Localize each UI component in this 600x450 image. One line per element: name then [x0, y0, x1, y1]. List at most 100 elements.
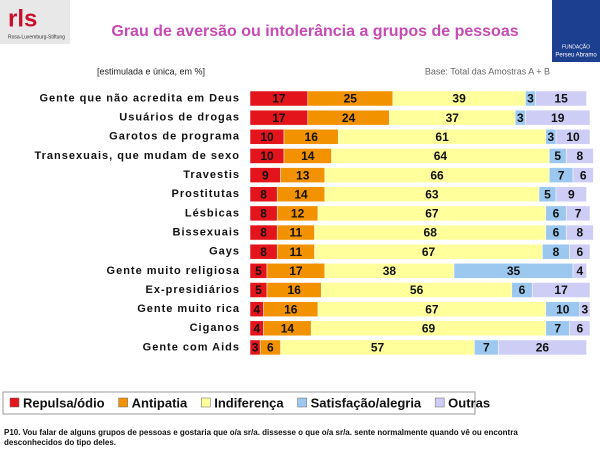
- category-label: Bissexuais: [173, 226, 240, 238]
- legend-label: Repulsa/ódio: [23, 395, 105, 410]
- bar-segment: [569, 320, 591, 337]
- chart-title: Grau de aversão ou intolerância a grupos…: [111, 23, 518, 40]
- category-label: Prostitutas: [172, 188, 240, 200]
- value-label: 24: [342, 111, 356, 125]
- value-label: 17: [272, 92, 286, 106]
- value-label: 68: [424, 226, 438, 240]
- value-label: 14: [301, 149, 315, 163]
- legend-swatch: [434, 397, 445, 408]
- value-label: 64: [434, 149, 448, 163]
- value-label: 3: [517, 111, 524, 125]
- value-label: 6: [576, 321, 583, 335]
- value-label: 67: [422, 245, 436, 259]
- category-label: Ex-presidiários: [146, 284, 240, 296]
- category-label: Usuários de drogas: [119, 112, 240, 124]
- value-label: 6: [519, 283, 526, 297]
- base-note: Base: Total das Amostras A + B: [425, 66, 550, 76]
- value-label: 6: [576, 245, 583, 259]
- value-label: 4: [253, 321, 260, 335]
- bar-segment: [565, 224, 594, 241]
- value-label: 15: [554, 92, 568, 106]
- category-label: Transexuais, que mudam de sexo: [35, 150, 240, 162]
- value-label: 8: [576, 149, 583, 163]
- value-label: 16: [305, 130, 319, 144]
- value-label: 25: [344, 92, 358, 106]
- value-label: 17: [272, 111, 286, 125]
- bar-segment: [572, 263, 587, 279]
- value-label: 19: [551, 111, 565, 125]
- value-label: 3: [527, 92, 534, 106]
- value-label: 56: [410, 283, 424, 297]
- value-label: 3: [548, 130, 555, 144]
- legend-swatch: [118, 397, 128, 408]
- category-label: Gente muito rica: [137, 303, 240, 315]
- value-label: 7: [575, 207, 582, 221]
- bar-segment: [497, 339, 587, 356]
- legend-swatch: [297, 397, 307, 408]
- legend-label: Satisfação/alegria: [311, 395, 422, 410]
- value-label: 9: [262, 168, 269, 182]
- value-label: 5: [554, 149, 561, 163]
- value-label: 10: [260, 130, 274, 144]
- value-label: 17: [289, 264, 303, 278]
- value-label: 6: [580, 168, 587, 182]
- value-label: 69: [422, 321, 436, 335]
- value-label: 14: [281, 321, 295, 335]
- value-label: 14: [294, 187, 308, 201]
- value-label: 8: [260, 226, 267, 240]
- category-label: Gays: [209, 246, 240, 258]
- value-label: 8: [260, 187, 267, 201]
- value-label: 38: [383, 264, 397, 278]
- value-label: 9: [568, 187, 575, 201]
- value-label: 7: [558, 168, 565, 182]
- category-label: Gente que não acredita em Deus: [39, 92, 240, 104]
- legend-label: Outras: [448, 395, 490, 410]
- bar-segment: [565, 148, 594, 164]
- value-label: 8: [260, 207, 267, 221]
- value-label: 16: [284, 302, 298, 316]
- value-label: 10: [556, 302, 570, 316]
- bar-segment: [535, 90, 587, 107]
- value-label: 5: [255, 264, 262, 278]
- chart-subtitle: [estimulada e única, em %]: [97, 66, 205, 76]
- legend-label: Indiferença: [214, 395, 284, 410]
- value-label: 6: [553, 226, 560, 240]
- value-label: 4: [576, 264, 583, 278]
- legend-box: [2, 391, 476, 415]
- bar-segment: [525, 109, 591, 126]
- value-label: 35: [507, 264, 521, 278]
- category-label: Gente muito religiosa: [107, 265, 240, 277]
- value-label: 5: [544, 187, 551, 201]
- value-label: 57: [371, 341, 385, 355]
- value-label: 11: [290, 245, 303, 259]
- value-label: 17: [554, 283, 568, 297]
- value-label: 39: [452, 92, 466, 106]
- value-label: 7: [483, 341, 490, 355]
- category-label: Lésbicas: [185, 207, 240, 219]
- category-label: Travestis: [183, 169, 240, 181]
- legend-swatch: [201, 397, 211, 408]
- value-label: 8: [260, 245, 267, 259]
- value-label: 8: [553, 245, 560, 259]
- value-label: 67: [425, 302, 439, 316]
- value-label: 66: [430, 168, 444, 182]
- value-label: 63: [425, 187, 439, 201]
- value-label: 11: [290, 226, 303, 240]
- category-label: Gente com Aids: [143, 341, 240, 353]
- value-label: 67: [425, 207, 439, 221]
- legend-swatch: [9, 397, 20, 408]
- bar-segment: [572, 167, 594, 183]
- value-label: 4: [253, 302, 260, 316]
- bar-segment: [569, 243, 591, 260]
- bar-segment: [531, 282, 591, 298]
- category-label: Ciganos: [190, 322, 240, 334]
- logo-left-subtitle: Rosa-Luxemburg-Stiftung: [8, 34, 65, 40]
- value-label: 3: [582, 302, 589, 316]
- bar-segment: [565, 205, 591, 222]
- bar-segment: [555, 129, 591, 145]
- value-label: 8: [576, 226, 583, 240]
- logo-right-name: Perseu Abramo: [555, 53, 597, 59]
- value-label: 26: [536, 341, 550, 355]
- logo-left: rls: [8, 5, 37, 32]
